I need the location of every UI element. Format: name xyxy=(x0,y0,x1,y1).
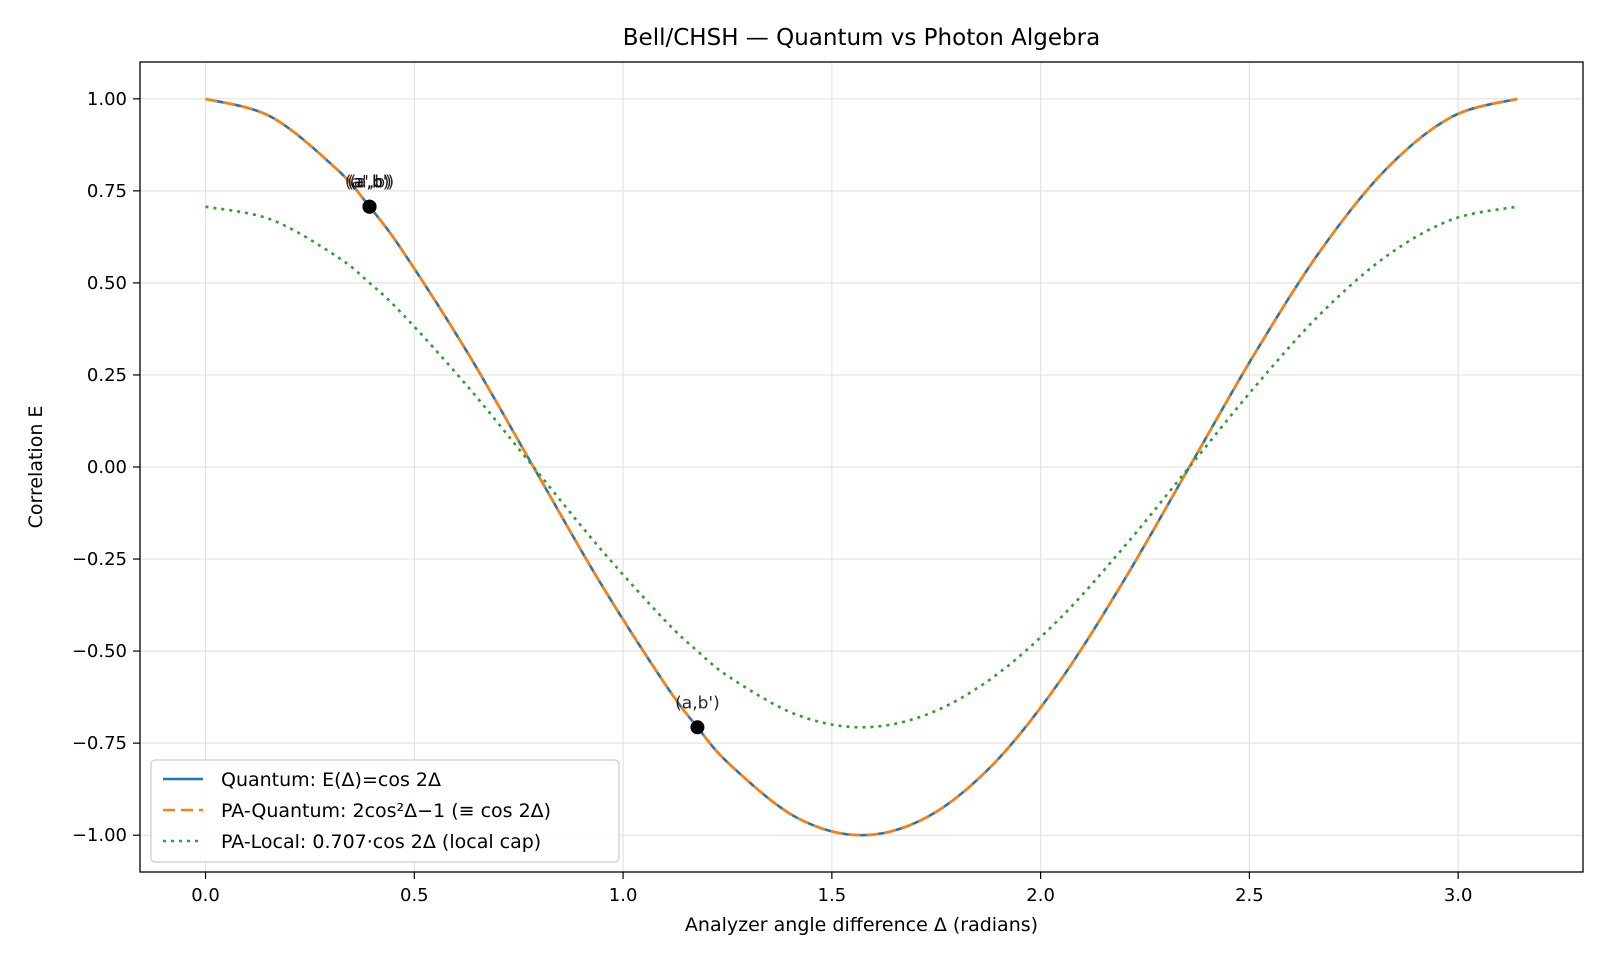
series-group xyxy=(205,97,1518,837)
legend-label-quantum: Quantum: E(Δ)=cos 2Δ xyxy=(221,769,441,791)
legend-label-pa-local: PA-Local: 0.707·cos 2Δ (local cap) xyxy=(221,831,541,853)
point-label: (a',b') xyxy=(345,173,394,193)
points-group: (a,b)(a',b)(a',b') (a,b') xyxy=(345,173,720,735)
x-tick-label: 3.0 xyxy=(1444,885,1473,906)
data-point xyxy=(362,199,377,214)
x-tick-label: 2.5 xyxy=(1235,885,1264,906)
legend: Quantum: E(Δ)=cos 2Δ PA-Quantum: 2cos²Δ−1… xyxy=(150,759,620,863)
legend-label-pa-quantum: PA-Quantum: 2cos²Δ−1 (≡ cos 2Δ) xyxy=(221,800,551,822)
y-tick-label: 0.00 xyxy=(87,457,127,478)
y-tick-label: −0.75 xyxy=(72,733,127,754)
y-tick-label: 1.00 xyxy=(87,89,127,110)
legend-box xyxy=(150,759,620,863)
y-tick-label: −1.00 xyxy=(72,825,127,846)
x-tick-label: 1.5 xyxy=(818,885,847,906)
x-tick-label: 0.5 xyxy=(400,885,429,906)
y-tick-label: 0.25 xyxy=(87,365,127,386)
x-axis-label: Analyzer angle difference Δ (radians) xyxy=(685,914,1038,936)
point-label: (a',b) xyxy=(347,173,392,193)
y-tick-label: −0.50 xyxy=(72,641,127,662)
ticks-group: 0.0 0.5 1.0 1.5 2.0 2.5 3.0 1.00 0.75 0.50 0.25 0.0… xyxy=(72,89,1473,906)
data-point xyxy=(690,720,705,735)
point-label: (a,b') xyxy=(675,693,720,713)
x-tick-label: 2.0 xyxy=(1026,885,1055,906)
x-tick-label: 0.0 xyxy=(191,885,220,906)
grid xyxy=(140,62,1583,872)
y-axis-label: Correlation E xyxy=(25,406,47,529)
y-tick-label: 0.75 xyxy=(87,181,127,202)
y-tick-label: 0.50 xyxy=(87,273,127,294)
y-tick-label: −0.25 xyxy=(72,549,127,570)
chart-title: Bell/CHSH — Quantum vs Photon Algebra xyxy=(623,25,1100,51)
x-tick-label: 1.0 xyxy=(609,885,638,906)
series-line-pa-quantum xyxy=(205,97,1518,837)
point-label: (a,b) xyxy=(350,173,390,193)
